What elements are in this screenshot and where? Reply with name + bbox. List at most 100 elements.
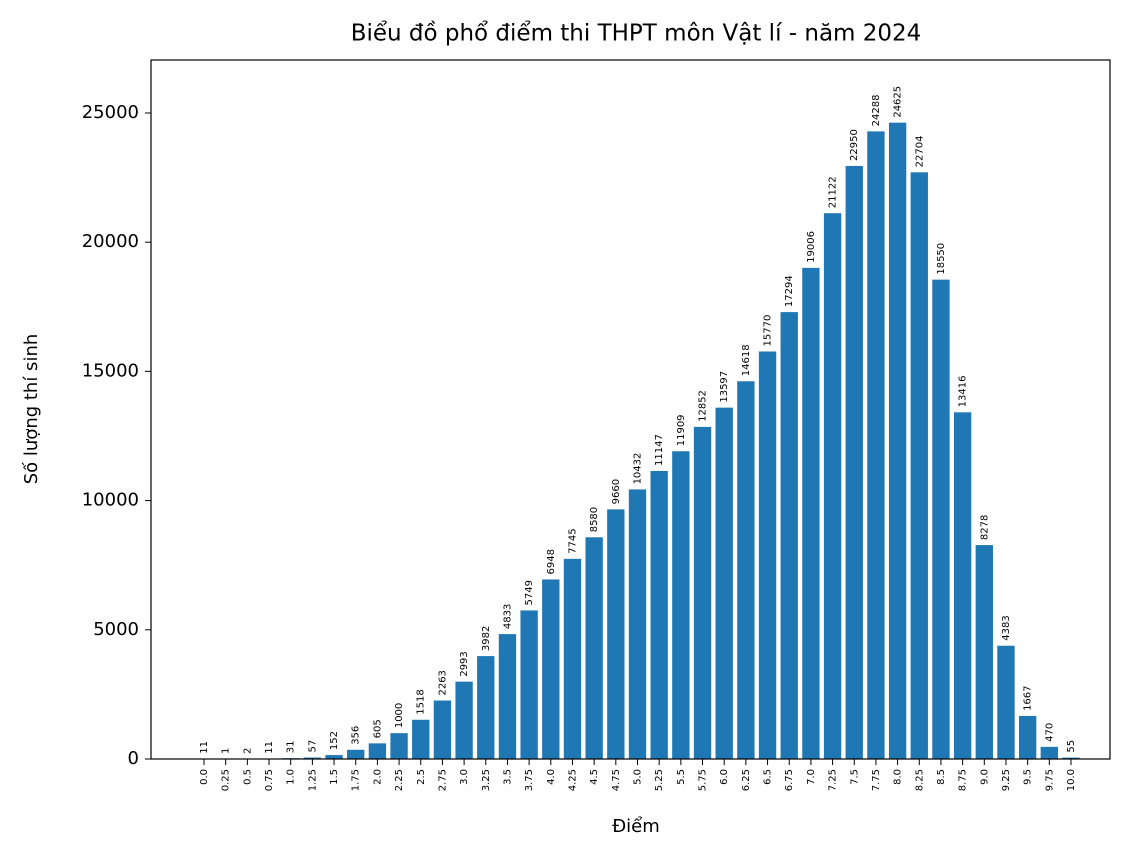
plot-frame <box>150 59 1111 760</box>
value-label: 15770 <box>763 315 774 347</box>
bar <box>455 681 473 759</box>
x-tick-label: 0.75 <box>264 769 275 791</box>
x-tick-label: 1.25 <box>307 769 318 791</box>
x-tick-label: 5.75 <box>698 769 709 791</box>
y-tick-label: 25000 <box>82 102 139 123</box>
x-tick-label: 6.0 <box>719 769 730 785</box>
bar <box>628 489 647 759</box>
bar <box>953 412 972 759</box>
x-tick-label: 1.0 <box>286 769 297 785</box>
x-tick-label: 3.0 <box>459 769 470 785</box>
bar <box>737 381 755 759</box>
bar <box>303 757 322 759</box>
bar <box>650 470 668 759</box>
value-label: 14618 <box>741 344 752 376</box>
value-label: 11147 <box>654 434 665 466</box>
x-tick-label: 6.25 <box>741 769 752 791</box>
bar <box>715 407 733 759</box>
value-label: 2263 <box>437 670 448 695</box>
y-tick-label: 20000 <box>82 231 139 252</box>
bar <box>1040 746 1058 759</box>
bar <box>390 733 408 759</box>
bar <box>520 610 538 759</box>
value-label: 1000 <box>394 703 405 728</box>
x-tick-label: 3.75 <box>524 769 535 791</box>
value-label: 7745 <box>567 528 578 553</box>
x-tick-label: 2.75 <box>437 769 448 791</box>
bar <box>607 509 625 759</box>
x-tick-label: 1.75 <box>351 769 362 791</box>
bar <box>412 719 430 759</box>
bar <box>888 122 907 760</box>
x-tick-label: 3.25 <box>481 769 492 791</box>
chart-title: Biểu đồ phổ điểm thi THPT môn Vật lí - n… <box>351 21 922 47</box>
value-label: 13416 <box>958 376 969 408</box>
x-tick-label: 5.5 <box>676 769 687 785</box>
bar <box>867 131 885 760</box>
value-label: 31 <box>286 740 297 753</box>
bar <box>975 545 993 759</box>
x-tick-label: 8.25 <box>914 769 925 791</box>
value-label: 21122 <box>828 176 839 208</box>
value-label: 605 <box>372 719 383 738</box>
x-tick-label: 8.75 <box>958 769 969 791</box>
value-label: 1518 <box>416 689 427 714</box>
value-label: 11 <box>264 741 275 754</box>
value-label: 22704 <box>914 135 925 167</box>
x-tick-label: 0.0 <box>199 769 210 785</box>
value-label: 8278 <box>979 515 990 540</box>
y-tick-label: 5000 <box>93 619 139 640</box>
value-label: 470 <box>1044 723 1055 742</box>
bar <box>910 172 928 759</box>
value-label: 18550 <box>936 243 947 275</box>
x-tick-label: 6.75 <box>784 769 795 791</box>
x-tick-label: 5.0 <box>633 769 644 785</box>
value-label: 1667 <box>1023 685 1034 710</box>
bar <box>802 267 820 759</box>
bar <box>498 634 517 759</box>
value-label: 10432 <box>633 453 644 485</box>
bar <box>932 279 950 759</box>
bar <box>823 213 842 759</box>
y-tick-label: 10000 <box>82 490 139 511</box>
value-label: 4833 <box>502 604 513 629</box>
bar <box>1062 757 1080 759</box>
value-label: 8580 <box>589 507 600 532</box>
x-tick-label: 9.0 <box>979 769 990 785</box>
value-label: 55 <box>1066 740 1077 753</box>
x-tick-label: 7.0 <box>806 769 817 785</box>
y-tick-label: 15000 <box>82 360 139 381</box>
x-tick-label: 4.0 <box>546 769 557 785</box>
x-tick-label: 1.5 <box>329 769 340 785</box>
bar <box>693 426 712 759</box>
value-label: 152 <box>329 731 340 750</box>
x-tick-label: 2.5 <box>416 769 427 785</box>
value-label: 4383 <box>1001 615 1012 640</box>
value-label: 24625 <box>893 86 904 118</box>
x-tick-label: 7.75 <box>871 769 882 791</box>
value-label: 6948 <box>546 549 557 574</box>
value-label: 57 <box>307 740 318 753</box>
value-label: 17294 <box>784 275 795 307</box>
value-label: 12852 <box>698 390 709 422</box>
value-label: 2993 <box>459 651 470 676</box>
x-tick-label: 8.0 <box>893 769 904 785</box>
x-tick-label: 9.75 <box>1044 769 1055 791</box>
x-tick-label: 4.25 <box>567 769 578 791</box>
bar <box>672 451 690 759</box>
bar <box>1018 715 1037 759</box>
x-tick-label: 3.5 <box>502 769 513 785</box>
x-tick-label: 9.5 <box>1023 769 1034 785</box>
bar <box>997 645 1015 759</box>
x-tick-label: 0.25 <box>221 769 232 791</box>
y-tick-label: 0 <box>128 748 139 769</box>
x-tick-label: 9.25 <box>1001 769 1012 791</box>
bar <box>477 656 495 759</box>
x-axis-label: Điểm <box>612 816 660 837</box>
x-tick-label: 2.25 <box>394 769 405 791</box>
bar <box>758 351 777 759</box>
x-tick-label: 0.5 <box>242 769 253 785</box>
x-tick-label: 10.0 <box>1066 769 1077 791</box>
value-label: 13597 <box>719 371 730 403</box>
